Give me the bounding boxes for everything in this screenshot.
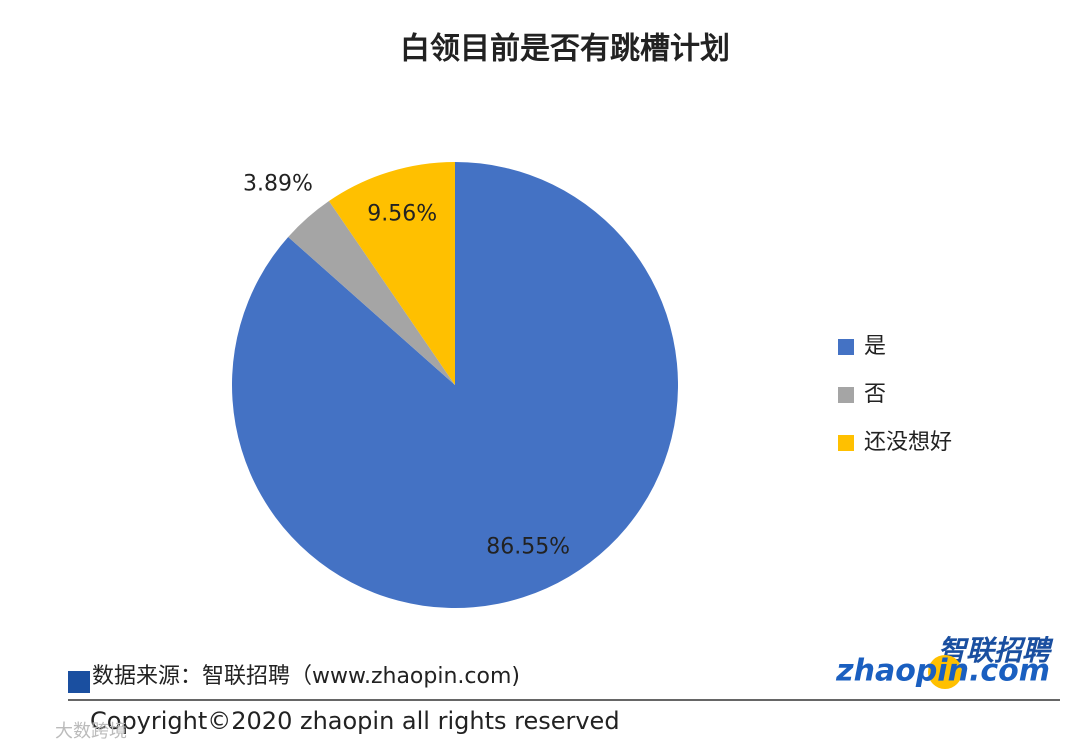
data-label: 86.55% (486, 535, 570, 560)
logo-english: zhaopin.com (835, 654, 1050, 689)
legend-label: 还没想好 (864, 430, 952, 455)
data-label: 3.89% (243, 171, 313, 196)
pie-slice (328, 162, 455, 385)
legend-swatch (838, 435, 854, 451)
source-marker (68, 671, 90, 693)
copyright: Copyright©2020 zhaopin all rights reserv… (90, 707, 620, 735)
data-label: 9.56% (367, 202, 437, 227)
pie: 86.55% 3.89% 9.56% (232, 162, 679, 608)
legend-swatch (838, 339, 854, 355)
watermark: 大数跨境 (55, 721, 127, 742)
pie-slice (232, 162, 679, 608)
pie-slice (288, 201, 455, 385)
chart-title: 白领目前是否有跳槽计划 (400, 32, 730, 67)
source: 数据来源：智联招聘（www.zhaopin.com) (92, 664, 520, 689)
legend-swatch (838, 387, 854, 403)
legend-label: 否 (864, 382, 886, 407)
logo-dot (928, 655, 962, 689)
legend-label: 是 (864, 334, 886, 359)
